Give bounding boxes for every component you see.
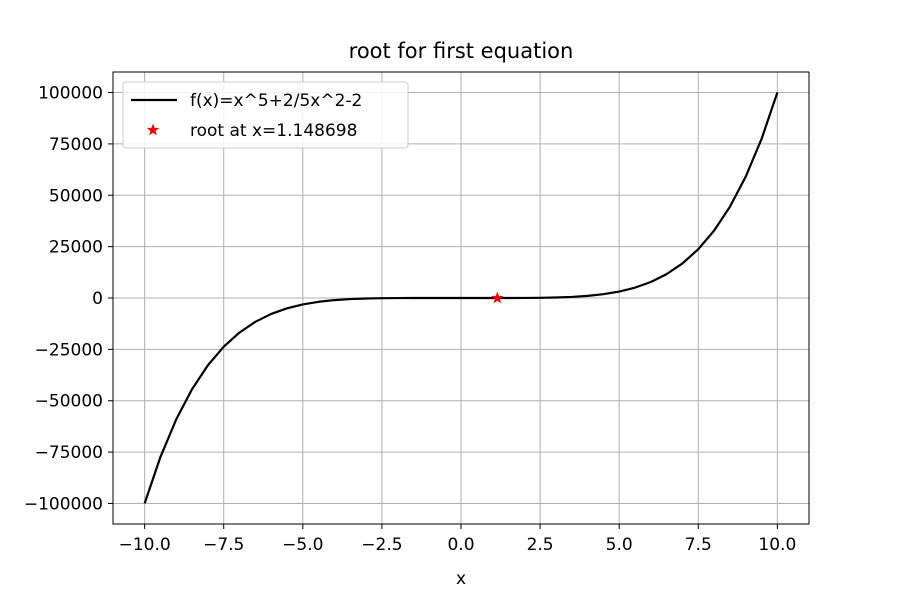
y-tick-label: −75000 xyxy=(35,443,103,463)
x-tick-label: −2.5 xyxy=(361,535,402,555)
y-tick-label: −25000 xyxy=(35,340,103,360)
chart-title: root for first equation xyxy=(349,39,574,63)
legend-label-function: f(x)=x^5+2/5x^2-2 xyxy=(190,91,362,111)
axis-ticks: −10.0 −7.5 −5.0 −2.5 0.0 2.5 5.0 7.5 10.0 −100000… xyxy=(24,84,796,555)
legend-star-marker xyxy=(146,123,160,136)
y-tick-label: 25000 xyxy=(49,238,103,258)
series-layer xyxy=(143,92,779,504)
x-tick-label: 10.0 xyxy=(758,535,796,555)
root-marker xyxy=(491,291,504,304)
y-tick-label: 75000 xyxy=(49,135,103,155)
x-tick-label: −7.5 xyxy=(203,535,244,555)
x-tick-label: 7.5 xyxy=(685,535,712,555)
x-axis-label: x xyxy=(456,569,466,589)
y-tick-label: −100000 xyxy=(24,494,103,514)
y-tick-label: 100000 xyxy=(38,84,103,104)
y-tick-label: −50000 xyxy=(35,392,103,412)
y-tick-label: 0 xyxy=(92,289,103,309)
x-tick-label: 2.5 xyxy=(527,535,554,555)
legend: f(x)=x^5+2/5x^2-2 root at x=1.148698 xyxy=(122,81,409,149)
x-tick-label: −5.0 xyxy=(282,535,323,555)
x-tick-label: −10.0 xyxy=(119,535,171,555)
y-tick-label: 50000 xyxy=(49,186,103,206)
x-tick-label: 0.0 xyxy=(447,535,474,555)
series-line-function xyxy=(143,92,779,504)
x-tick-label: 5.0 xyxy=(606,535,633,555)
legend-label-root: root at x=1.148698 xyxy=(190,121,357,141)
legend-box xyxy=(122,81,409,149)
